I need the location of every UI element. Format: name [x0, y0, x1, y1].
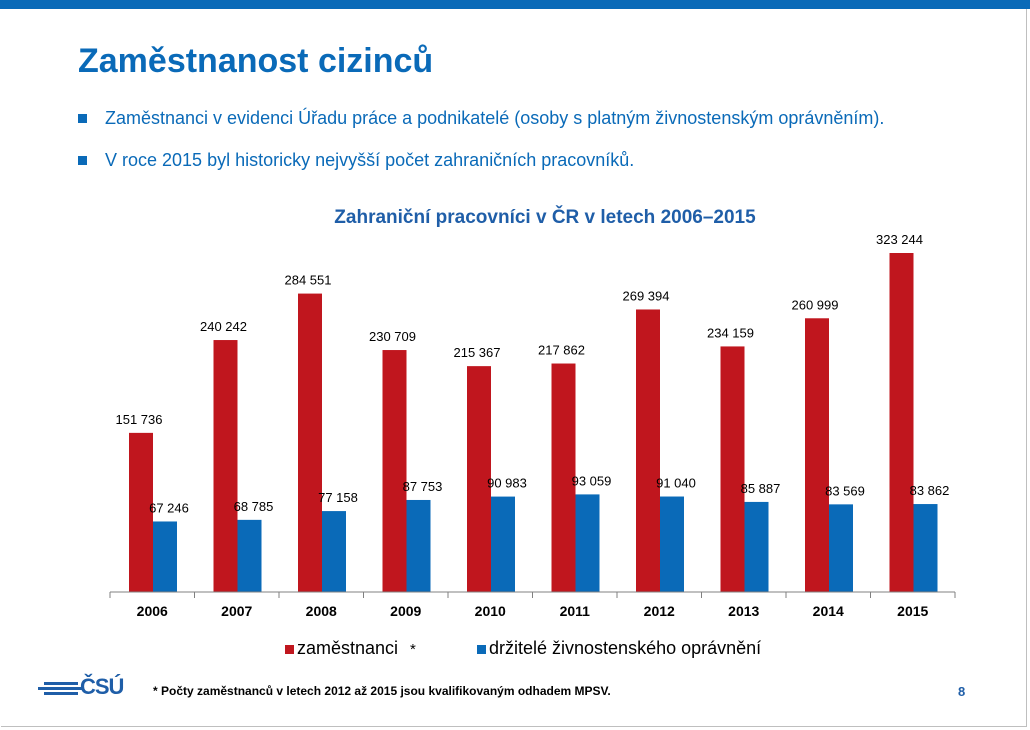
- legend-label-trade-license: držitelé živnostenského oprávnění: [489, 638, 762, 658]
- data-label-employees-2008: 284 551: [285, 273, 332, 288]
- bar-trade-license-2014: [829, 504, 853, 592]
- legend-swatch-blue: [477, 645, 486, 654]
- square-bullet-icon: [78, 114, 87, 123]
- data-label-employees-2011: 217 862: [538, 343, 585, 358]
- logo-text: ČSÚ: [80, 674, 124, 699]
- bar-trade-license-2009: [406, 499, 431, 592]
- bar-trade-license-2006: [153, 521, 177, 592]
- bar-trade-license-2008: [322, 511, 346, 592]
- bar-employees-2015: [889, 253, 914, 592]
- bar-employees-2008: [298, 293, 322, 592]
- top-accent-bar: [0, 0, 1030, 9]
- data-label-trade-license-2015: 83 862: [910, 483, 950, 498]
- bullet-text-2: V roce 2015 byl historicky nejvyšší poče…: [105, 150, 635, 170]
- data-label-trade-license-2014: 83 569: [825, 483, 865, 498]
- x-tick-label-2013: 2013: [728, 603, 759, 619]
- data-label-trade-license-2006: 67 246: [149, 500, 189, 515]
- bar-trade-license-2015: [913, 504, 938, 592]
- slide-title: Zaměstnanost cizinců: [78, 42, 434, 80]
- data-label-employees-2015: 323 244: [876, 232, 923, 247]
- legend-asterisk: *: [410, 641, 416, 658]
- bar-employees-2012: [636, 309, 660, 592]
- csu-logo: ČSÚ: [38, 674, 130, 700]
- chart-title: Zahraniční pracovníci v ČR v letech 2006…: [334, 207, 756, 228]
- data-label-trade-license-2007: 68 785: [234, 499, 274, 514]
- data-label-employees-2007: 240 242: [200, 319, 247, 334]
- data-label-employees-2012: 269 394: [623, 288, 670, 303]
- legend-label-employees: zaměstnanci: [297, 638, 399, 658]
- bar-employees-2007: [213, 340, 238, 592]
- bar-trade-license-2011: [575, 494, 600, 592]
- page-number: 8: [958, 684, 966, 699]
- data-label-employees-2010: 215 367: [454, 345, 501, 360]
- data-label-trade-license-2011: 93 059: [572, 473, 612, 488]
- x-tick-label-2011: 2011: [560, 603, 591, 619]
- square-bullet-icon: [78, 156, 87, 165]
- x-tick-label-2006: 2006: [137, 603, 168, 619]
- data-label-employees-2009: 230 709: [369, 329, 416, 344]
- data-label-employees-2006: 151 736: [116, 412, 163, 427]
- bullet-text-1: Zaměstnanci v evidenci Úřadu práce a pod…: [105, 108, 885, 128]
- x-tick-label-2008: 2008: [306, 603, 337, 619]
- data-label-trade-license-2009: 87 753: [403, 479, 443, 494]
- legend-swatch-red: [285, 645, 294, 654]
- data-label-trade-license-2013: 85 887: [741, 481, 781, 496]
- footnote: * Počty zaměstnanců v letech 2012 až 201…: [153, 684, 611, 698]
- bar-chart: 151 736 67 246 2006 240 242 68 785 2007 284 55…: [109, 232, 956, 619]
- x-tick-label-2014: 2014: [813, 603, 844, 619]
- bar-employees-2009: [382, 350, 407, 592]
- bar-trade-license-2007: [237, 519, 262, 592]
- data-label-trade-license-2010: 90 983: [487, 476, 527, 491]
- bar-employees-2010: [467, 366, 491, 592]
- bar-trade-license-2013: [744, 501, 769, 592]
- data-label-trade-license-2008: 77 158: [318, 490, 358, 505]
- x-tick-label-2012: 2012: [644, 603, 675, 619]
- data-label-employees-2013: 234 159: [707, 325, 754, 340]
- slide-frame: [1, 9, 1027, 727]
- bar-trade-license-2012: [660, 496, 684, 592]
- x-tick-label-2010: 2010: [475, 603, 506, 619]
- data-label-trade-license-2012: 91 040: [656, 476, 696, 491]
- x-tick-label-2015: 2015: [897, 603, 928, 619]
- bar-employees-2006: [129, 432, 153, 592]
- x-tick-label-2007: 2007: [221, 603, 252, 619]
- data-label-employees-2014: 260 999: [792, 297, 839, 312]
- x-tick-label-2009: 2009: [390, 603, 421, 619]
- bar-employees-2014: [805, 318, 829, 592]
- bar-employees-2011: [551, 363, 576, 592]
- bar-trade-license-2010: [491, 496, 515, 592]
- bar-employees-2013: [720, 346, 745, 592]
